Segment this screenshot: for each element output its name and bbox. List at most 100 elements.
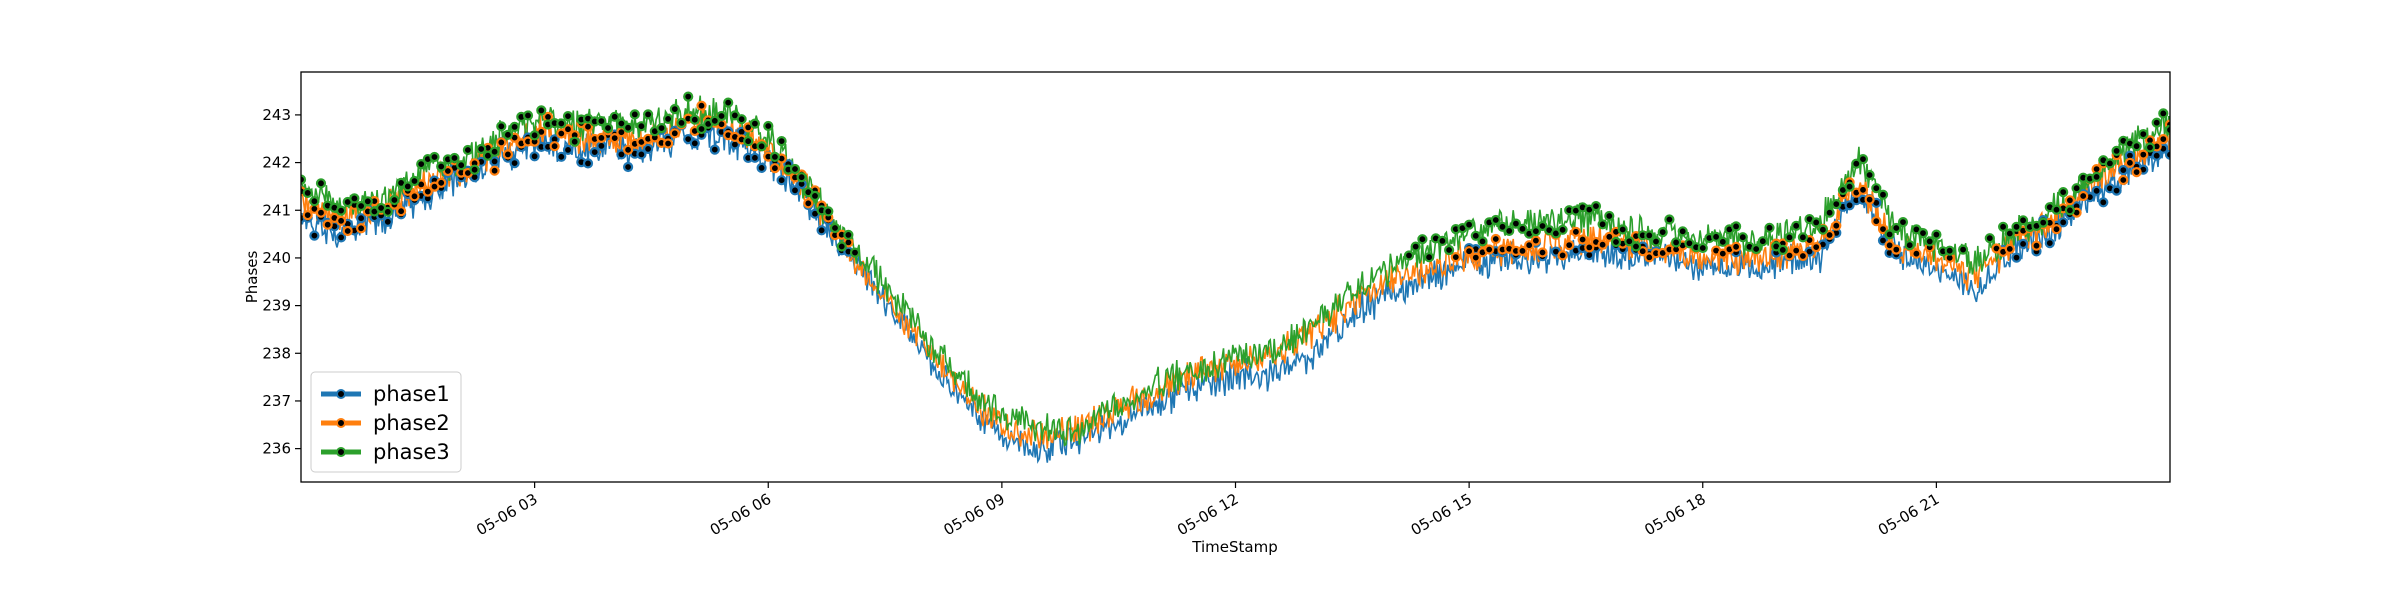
series-marker-phase2 (2158, 134, 2169, 145)
series-marker-phase3 (849, 247, 861, 258)
series-marker-phase3 (656, 123, 667, 134)
series-marker-phase2 (1831, 220, 1842, 231)
series-marker-phase2 (496, 137, 507, 148)
series-marker-phase2 (562, 124, 574, 135)
y-axis: 236 237 238 239 240 241 242 243 (262, 106, 301, 458)
series-marker-phase3 (1864, 169, 1875, 181)
series-marker-phase3 (522, 110, 534, 121)
series-marker-phase3 (2064, 205, 2075, 216)
series-marker-phase3 (1423, 252, 1435, 263)
series-marker-phase2 (409, 191, 420, 202)
series-marker-phase2 (1877, 224, 1889, 235)
series-marker-phase2 (1517, 245, 1528, 256)
series-marker-phase3 (756, 141, 767, 152)
series-marker-phase3 (709, 115, 720, 126)
series-marker-phase3 (1997, 221, 2009, 232)
series-marker-phase1 (509, 158, 520, 169)
series-marker-phase3 (1897, 217, 1909, 228)
series-marker-phase2 (1484, 244, 1495, 255)
y-tick-label: 236 (262, 440, 291, 458)
series-marker-phase3 (683, 91, 694, 102)
series-marker-phase2 (1463, 246, 1475, 257)
series-marker-phase1 (816, 225, 827, 236)
series-marker-phase3 (536, 105, 547, 116)
series-marker-phase1 (2044, 238, 2055, 249)
series-marker-phase1 (589, 147, 600, 158)
series-marker-phase3 (1764, 222, 1775, 233)
series-marker-phase2 (489, 165, 500, 176)
series-marker-phase3 (1791, 220, 1802, 231)
series-marker-phase3 (476, 143, 487, 155)
series-marker-phase3 (1797, 232, 1809, 243)
series-marker-phase3 (356, 200, 367, 212)
series-marker-phase3 (1517, 223, 1528, 234)
series-marker-phase1 (1804, 246, 1815, 257)
series-marker-phase3 (622, 122, 634, 133)
series-marker-phase2 (1797, 250, 1809, 262)
series-marker-phase3 (796, 172, 807, 183)
series-marker-phase3 (1931, 229, 1942, 240)
series-marker-phase2 (396, 206, 407, 217)
series-marker-phase2 (622, 144, 634, 155)
series-marker-phase3 (829, 222, 841, 234)
series-marker-phase2 (1557, 250, 1568, 261)
series-marker-phase2 (1524, 240, 1535, 251)
series-marker-phase2 (1864, 194, 1875, 205)
series-marker-phase2 (1577, 234, 1588, 245)
series-marker-phase3 (2111, 145, 2122, 156)
series-marker-phase3 (1477, 236, 1488, 247)
series-marker-phase2 (1637, 246, 1648, 257)
series-marker-phase2 (2004, 243, 2015, 254)
y-tick-label: 243 (262, 106, 291, 124)
series-marker-phase3 (1630, 241, 1642, 252)
series-marker-phase3 (2058, 187, 2069, 198)
legend-box (310, 371, 462, 473)
y-tick-label: 238 (262, 344, 291, 362)
series-marker-phase3 (843, 229, 854, 240)
series-marker-phase3 (1924, 236, 1935, 247)
series-marker-phase3 (1510, 218, 1522, 229)
y-tick-label: 242 (262, 154, 291, 172)
series-marker-phase1 (756, 162, 767, 173)
y-tick-label: 237 (262, 392, 291, 410)
series-marker-phase2 (2031, 240, 2042, 251)
series-marker-phase3 (302, 187, 313, 198)
series-marker-phase3 (1470, 230, 1481, 241)
series-marker-phase3 (1597, 219, 1608, 230)
series-marker-phase2 (442, 165, 453, 177)
series-marker-phase1 (2118, 165, 2129, 176)
series-marker-phase2 (1824, 229, 1835, 241)
series-marker-phase1 (529, 151, 540, 162)
series-marker-phase2 (1470, 252, 1481, 263)
y-axis-label: Phases (243, 251, 261, 304)
series-marker-phase3 (509, 121, 520, 133)
y-tick-label: 239 (262, 297, 291, 315)
series-marker-phase1 (2011, 252, 2022, 263)
series-marker-phase1 (2164, 149, 2170, 160)
series-marker-phase3 (1851, 158, 1862, 169)
series-marker-phase2 (2138, 149, 2149, 160)
series-marker-phase2 (769, 163, 781, 174)
series-marker-phase2 (609, 133, 620, 144)
series-marker-phase3 (1824, 207, 1835, 218)
series-marker-phase3 (449, 152, 460, 164)
series-marker-phase3 (301, 174, 307, 185)
legend-marker-phase3 (336, 447, 346, 457)
series-marker-phase3 (309, 196, 320, 207)
series-marker-phase2 (436, 177, 447, 188)
series-marker-phase3 (1957, 244, 1969, 255)
series-marker-phase3 (676, 117, 687, 129)
series-marker-phase3 (456, 160, 467, 171)
series-marker-phase3 (562, 110, 574, 122)
legend-label-phase1: phase1 (373, 382, 450, 406)
series-marker-phase2 (1791, 245, 1802, 256)
series-marker-phase3 (2138, 129, 2149, 140)
series-marker-phase3 (1670, 237, 1682, 248)
series-marker-phase3 (1677, 226, 1688, 237)
legend-label-phase3: phase3 (373, 440, 450, 464)
series-marker-phase3 (1504, 225, 1515, 236)
series-marker-phase3 (2051, 204, 2062, 215)
series-marker-phase3 (349, 193, 360, 204)
series-marker-phase3 (489, 146, 500, 157)
series-marker-phase3 (436, 161, 447, 172)
